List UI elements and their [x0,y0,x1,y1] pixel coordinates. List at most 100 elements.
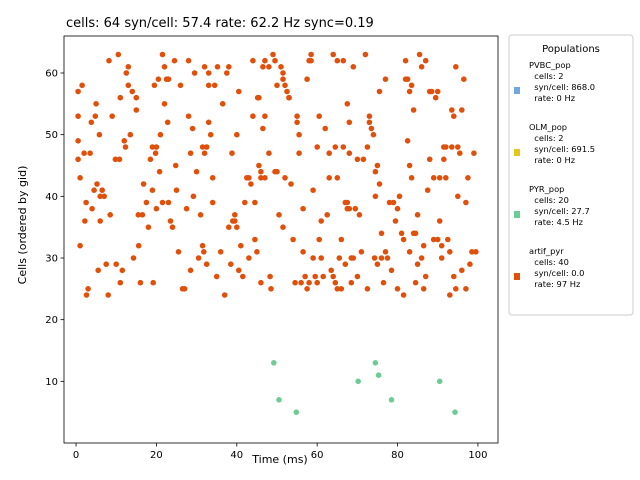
spike-point [386,199,393,206]
spike-point [173,187,180,193]
x-tick-label: 20 [150,450,163,461]
spike-point [416,51,423,58]
spike-point [205,119,212,126]
spike-point [161,64,168,70]
spike-point [135,212,142,218]
spike-point [189,125,196,132]
spike-point [298,279,304,286]
spike-point [370,131,377,138]
spike-point [445,236,451,243]
spike-point [152,150,159,156]
spike-point [424,187,431,193]
spike-point [302,273,308,280]
spike-point [340,144,347,150]
spike-point [117,279,124,286]
spike-point [95,267,101,274]
spike-point [404,138,411,144]
y-tick-label: 20 [45,315,58,326]
spike-point [211,82,218,89]
spike-point [75,113,81,119]
spike-point [332,279,339,286]
spike-point [106,57,112,64]
spike-point [453,64,459,70]
spike-point [436,218,443,224]
legend-swatch [514,87,520,94]
spike-point [320,273,327,280]
spike-point [372,193,379,200]
spike-point [432,94,439,101]
y-axis-label: Cells (ordered by gid) [16,166,29,285]
plot-area: 0 20 40 60 80 100 10 20 30 40 50 60 [45,35,499,461]
spike-point [272,57,278,64]
spike-point [326,150,333,156]
spike-point [406,88,413,95]
spike-point [400,236,407,243]
spike-point [175,249,182,255]
spike-point [282,82,288,89]
spike-point [328,267,335,274]
spike-point [453,286,459,292]
legend-entry-text: rate: 97 Hz [529,279,580,289]
spike-point [344,199,351,206]
spike-point [226,64,232,70]
spike-point [209,199,216,206]
spike-point [268,286,274,292]
spike-point [346,119,353,126]
spike-point [374,162,381,169]
spike-point [288,181,294,187]
spike-point [372,360,379,366]
spike-point [418,255,425,261]
spike-point [130,255,137,261]
spike-point [88,119,95,126]
y-tick-label: 30 [45,254,58,265]
spike-point [185,57,192,64]
spike-point [459,107,465,113]
spike-point [224,70,230,76]
spike-point [258,279,264,286]
spike-point [422,57,429,64]
spike-point [267,273,273,280]
spike-point [300,205,306,212]
spike-point [324,212,331,218]
spike-point [360,156,367,163]
legend-entry-text: PYR_pop [529,184,564,194]
spike-point [151,82,158,89]
spike-point [410,107,417,113]
legend-entry-text: cells: 40 [529,257,569,267]
spike-point [96,131,103,138]
spike-point [143,199,150,206]
spike-point [177,82,184,89]
spike-point [348,279,355,286]
spike-point [112,156,119,163]
spike-point [290,236,296,243]
spike-point [266,150,272,156]
spike-point [149,187,156,193]
spike-point [296,150,302,156]
spike-point [140,181,147,187]
spike-point [294,119,300,126]
spike-point [366,119,373,126]
spike-point [436,175,443,181]
spike-point [449,144,455,150]
spike-point [82,218,88,224]
spike-point [137,279,144,286]
spike-point [388,397,395,403]
spike-point [271,360,277,366]
spike-point [414,212,421,218]
legend-entry-text: cells: 20 [529,195,569,205]
spike-point [406,162,413,169]
legend-swatch [514,273,520,280]
spike-point [428,88,435,95]
spike-point [304,76,310,82]
spike-point [81,150,87,156]
spike-point [374,261,381,268]
spike-point [165,199,172,206]
spike-point [316,113,323,119]
legend: Populations PVBC_pop cells: 2 syn/cell: 8… [508,34,634,316]
spike-point [252,236,258,243]
spike-point [201,150,208,156]
spike-point [246,255,252,261]
spike-point [107,212,113,218]
spike-point [280,70,286,76]
legend-entry-text: syn/cell: 0.0 [529,268,584,278]
